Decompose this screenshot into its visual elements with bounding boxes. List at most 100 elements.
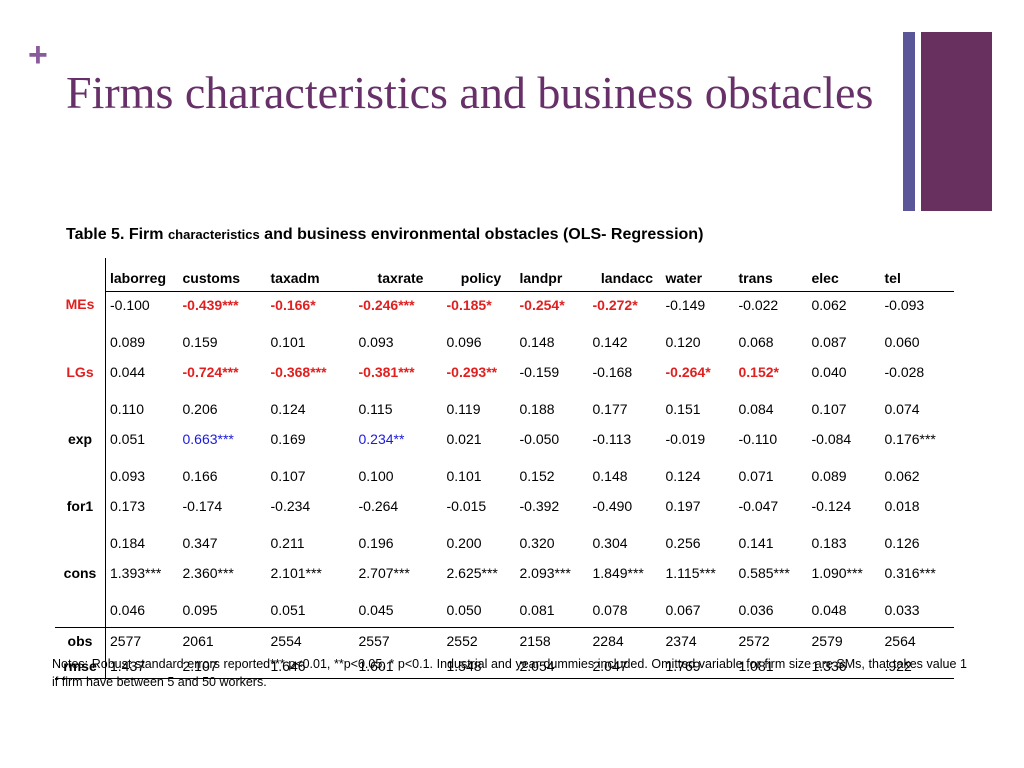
rmse-cell: 1.601 (354, 653, 443, 679)
std-error-cell: 0.096 (446, 334, 482, 350)
std-error-cell: 0.081 (515, 585, 589, 628)
std-error-cell: 0.084 (738, 401, 774, 417)
rmse-cell: 2.107 (178, 653, 267, 679)
decorative-bar-thin (903, 32, 915, 211)
obs-row: obs 2577 2061 2554 2557 2552 2158 2284 2374 2572 2… (55, 627, 954, 653)
coefficient-cell: 2.360*** (182, 564, 234, 581)
std-error-cell: 0.089 (811, 468, 847, 484)
std-error-cell: 0.177 (592, 401, 628, 417)
coefficient-cell: -0.028 (884, 363, 925, 380)
coefficient-cell: 0.018 (884, 497, 920, 514)
coefficient-cell: 1.393*** (110, 564, 162, 581)
coefficient-cell: -0.264 (358, 497, 399, 514)
column-header: elec (807, 258, 881, 292)
regression-table-body: laborreg customs taxadm taxrate policy landpr… (55, 258, 954, 679)
row-label: exp (55, 426, 106, 451)
row-label: for1 (55, 493, 106, 518)
std-error-cell: 0.051 (266, 585, 355, 628)
coefficient-cell: 1.849*** (592, 564, 644, 581)
coefficient-cell: -0.439*** (182, 296, 239, 313)
plus-icon: + (28, 36, 48, 74)
obs-cell: 2061 (182, 632, 214, 649)
table-notes: Notes: Robust standard errors reported**… (52, 657, 967, 689)
column-header: taxadm (266, 258, 355, 292)
column-header: policy (442, 258, 516, 292)
obs-cell: 2557 (358, 632, 390, 649)
coefficient-cell: -0.368*** (270, 363, 327, 380)
obs-cell: 2577 (110, 632, 142, 649)
coefficient-cell: -0.234 (270, 497, 311, 514)
obs-cell: 2579 (811, 632, 843, 649)
std-error-cell: 0.200 (446, 535, 482, 551)
std-error-cell: 0.166 (182, 468, 218, 484)
std-error-row: 0.046 0.095 0.051 0.045 0.050 0.081 0.078 0.067… (55, 585, 954, 628)
std-error-cell: 0.320 (519, 535, 555, 551)
std-error-cell: 0.196 (358, 535, 394, 551)
std-error-cell: 0.256 (665, 535, 701, 551)
column-header: customs (178, 258, 267, 292)
coefficient-cell: -0.293** (446, 363, 498, 380)
std-error-cell: 0.107 (811, 401, 847, 417)
std-error-cell: 0.152 (519, 468, 555, 484)
std-error-cell: 0.119 (446, 401, 481, 417)
std-error-cell: 0.100 (358, 468, 394, 484)
coefficient-cell: 2.101*** (270, 564, 322, 581)
coefficient-cell: 2.625*** (446, 564, 498, 581)
obs-cell: 2572 (738, 632, 770, 649)
std-error-cell: 0.060 (884, 334, 920, 350)
coefficient-cell: -0.174 (182, 497, 223, 514)
coefficient-cell: -0.022 (738, 296, 779, 313)
rmse-cell: 1.336 (807, 653, 881, 679)
std-error-cell: 0.126 (884, 535, 920, 551)
coefficient-cell: -0.490 (592, 497, 633, 514)
std-error-cell: 0.183 (811, 535, 847, 551)
row-label-empty (55, 317, 106, 359)
obs-cell: 2552 (446, 632, 478, 649)
std-error-cell: 0.045 (354, 585, 443, 628)
table-header-row: laborreg customs taxadm taxrate policy landpr… (55, 258, 954, 292)
row-label: MEs (55, 291, 106, 317)
obs-cell: 2284 (592, 632, 624, 649)
coefficient-cell: -0.093 (884, 296, 925, 313)
std-error-cell: 0.206 (182, 401, 218, 417)
std-error-cell: 0.347 (182, 535, 218, 551)
slide-title: Firms characteristics and business obsta… (66, 67, 874, 118)
std-error-cell: 0.115 (358, 401, 393, 417)
column-header: tel (880, 258, 954, 292)
std-error-cell: 0.050 (442, 585, 516, 628)
std-error-cell: 0.151 (665, 401, 701, 417)
table-caption: Table 5. Firm characteristics and busine… (66, 226, 703, 244)
std-error-cell: 0.148 (592, 468, 628, 484)
column-header: landpr (515, 258, 589, 292)
coefficient-cell: -0.264* (665, 363, 711, 380)
std-error-cell: 0.071 (738, 468, 774, 484)
coefficient-cell: 1.115*** (665, 564, 716, 581)
coefficient-cell: 0.044 (110, 363, 146, 380)
std-error-row: 0.093 0.166 0.107 0.100 0.101 0.152 0.148 0.124… (55, 451, 954, 493)
coefficient-cell: 0.169 (270, 430, 306, 447)
std-error-cell: 0.107 (270, 468, 306, 484)
header-corner-cell (55, 258, 106, 292)
std-error-cell: 0.101 (446, 468, 482, 484)
coefficient-cell: -0.047 (738, 497, 779, 514)
coefficient-cell: 0.173 (110, 497, 146, 514)
std-error-cell: 0.095 (178, 585, 267, 628)
column-header: trans (734, 258, 808, 292)
rmse-cell: 2.054 (515, 653, 589, 679)
std-error-cell: 0.036 (734, 585, 808, 628)
std-error-cell: 0.142 (592, 334, 628, 350)
coefficient-cell: -0.084 (811, 430, 852, 447)
row-label: obs (55, 627, 106, 653)
coefficient-cell: -0.381*** (358, 363, 415, 380)
std-error-cell: 0.067 (661, 585, 735, 628)
coefficient-cell: -0.019 (665, 430, 706, 447)
std-error-cell: 0.068 (738, 334, 774, 350)
coefficient-cell: -0.724*** (182, 363, 239, 380)
coefficient-cell: -0.124 (811, 497, 852, 514)
regression-table: laborreg customs taxadm taxrate policy landpr… (55, 258, 954, 679)
std-error-cell: 0.033 (880, 585, 954, 628)
table-caption-pre: Table 5. Firm (66, 226, 168, 243)
coefficient-cell: 0.316*** (884, 564, 936, 581)
coefficient-cell: 0.585*** (738, 564, 790, 581)
std-error-cell: 0.184 (110, 535, 146, 551)
